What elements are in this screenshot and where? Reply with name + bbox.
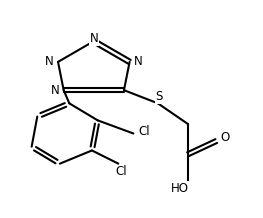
Text: HO: HO <box>171 182 189 195</box>
Text: N: N <box>45 55 54 68</box>
Text: N: N <box>51 84 60 97</box>
Text: Cl: Cl <box>115 165 127 178</box>
Text: S: S <box>156 90 163 103</box>
Text: N: N <box>134 55 142 68</box>
Text: O: O <box>220 131 229 144</box>
Text: Cl: Cl <box>138 126 150 138</box>
Text: N: N <box>89 32 98 45</box>
